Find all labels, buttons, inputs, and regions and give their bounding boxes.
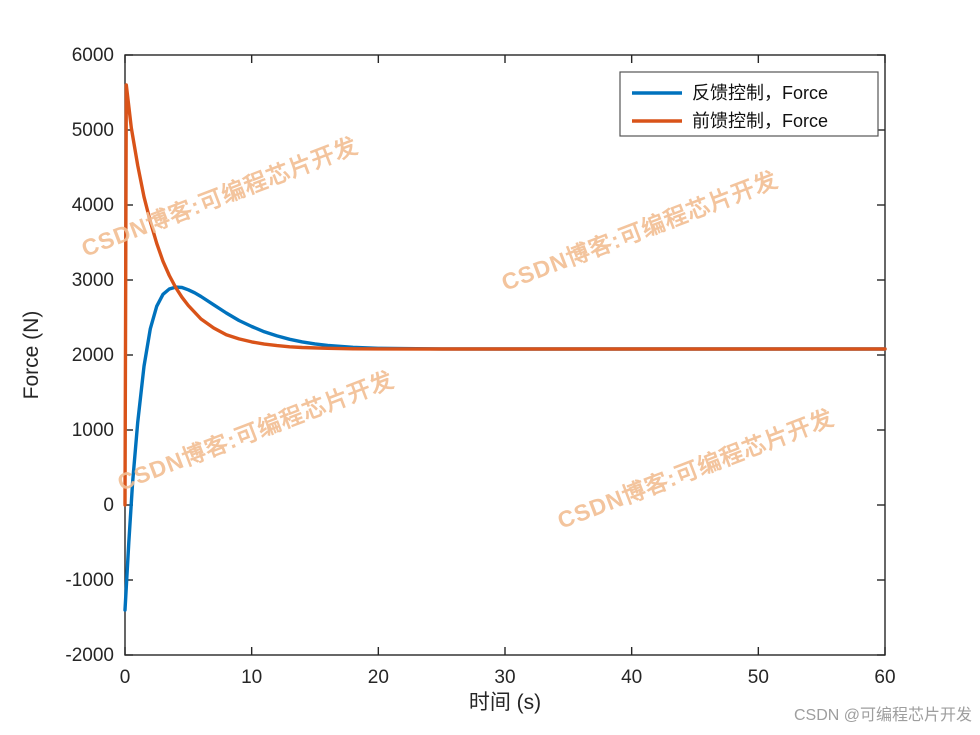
axes-box — [124, 54, 886, 656]
y-tick-label: -1000 — [65, 570, 114, 591]
y-tick-label: 5000 — [72, 120, 114, 141]
x-tick-label: 60 — [874, 667, 895, 688]
watermark-credit: CSDN @可编程芯片开发 — [793, 707, 972, 724]
x-tick-label: 30 — [494, 667, 515, 688]
y-tick-label: 6000 — [72, 45, 114, 66]
y-tick-label: 0 — [103, 495, 114, 516]
legend-box — [619, 71, 879, 137]
x-axis-label: 时间 (s) — [469, 691, 541, 714]
y-tick-label: 2000 — [72, 345, 114, 366]
series-line-1 — [123, 83, 887, 507]
legend-label-1: 前馈控制，Force — [692, 111, 828, 131]
x-tick-label: 0 — [120, 667, 131, 688]
x-tick-label: 50 — [748, 667, 769, 688]
x-tick-label: 10 — [241, 667, 262, 688]
y-tick-label: 1000 — [72, 420, 114, 441]
y-axis-label: Force (N) — [20, 311, 43, 400]
y-tick-label: -2000 — [65, 645, 114, 666]
y-tick-label: 4000 — [72, 195, 114, 216]
x-tick-label: 40 — [621, 667, 642, 688]
legend-label-0: 反馈控制，Force — [692, 83, 828, 103]
y-tick-label: 3000 — [72, 270, 114, 291]
x-tick-label: 20 — [368, 667, 389, 688]
